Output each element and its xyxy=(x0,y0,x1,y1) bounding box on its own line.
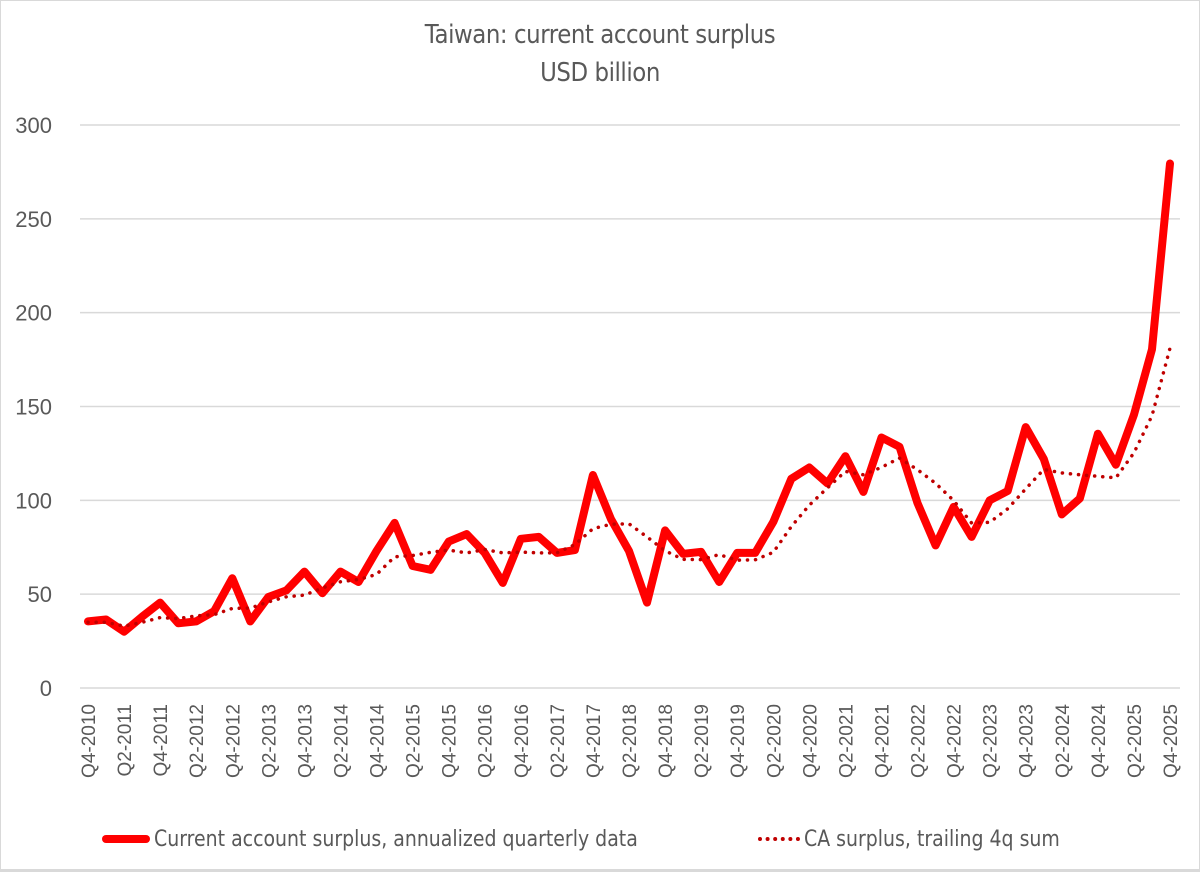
y-tick-label: 50 xyxy=(28,582,52,607)
x-tick-label: Q2-2011 xyxy=(115,704,136,777)
x-tick-label: Q2-2012 xyxy=(187,704,208,778)
solid-line-swatch-icon xyxy=(102,835,150,843)
legend-item-annualized: Current account surplus, annualized quar… xyxy=(102,822,717,856)
x-tick-label: Q2-2014 xyxy=(331,704,352,778)
x-tick-label: Q2-2024 xyxy=(1053,704,1074,778)
chart-title: Taiwan: current account surplus xyxy=(424,20,776,50)
y-tick-label: 250 xyxy=(15,207,52,232)
x-tick-label: Q4-2020 xyxy=(800,704,821,778)
x-tick-label: Q2-2022 xyxy=(909,704,930,778)
x-tick-label: Q4-2015 xyxy=(440,704,461,778)
y-tick-label: 300 xyxy=(15,113,52,138)
x-tick-label: Q2-2013 xyxy=(259,704,280,778)
x-tick-label: Q4-2025 xyxy=(1161,704,1182,778)
legend: Current account surplus, annualized quar… xyxy=(0,822,1200,856)
x-tick-label: Q4-2011 xyxy=(151,704,172,777)
series-annualized-line xyxy=(84,159,1174,636)
x-tick-label: Q2-2021 xyxy=(836,704,857,778)
x-tick-label: Q4-2018 xyxy=(656,704,677,778)
y-tick-label: 100 xyxy=(15,488,52,513)
x-axis: Q4-2010 Q2-2011 Q4-2011 Q2-2012 Q4-2012 Q2-20… xyxy=(79,704,1182,778)
legend-label-annualized: Current account surplus, annualized quar… xyxy=(154,826,638,852)
x-tick-label: Q4-2016 xyxy=(512,704,533,778)
x-tick-label: Q4-2013 xyxy=(295,704,316,778)
x-tick-label: Q4-2012 xyxy=(223,704,244,778)
x-tick-label: Q2-2020 xyxy=(764,704,785,778)
y-tick-label: 200 xyxy=(15,301,52,326)
x-tick-label: Q2-2015 xyxy=(404,704,425,778)
x-tick-label: Q2-2017 xyxy=(548,704,569,778)
x-tick-label: Q2-2018 xyxy=(620,704,641,778)
x-tick-label: Q4-2017 xyxy=(584,704,605,778)
x-tick-label: Q4-2022 xyxy=(945,704,966,778)
x-tick-label: Q2-2025 xyxy=(1125,704,1146,778)
chart-subtitle: USD billion xyxy=(540,58,660,88)
series-lines xyxy=(84,159,1174,636)
x-tick-label: Q2-2019 xyxy=(692,704,713,778)
legend-item-trailing: CA surplus, trailing 4q sum xyxy=(758,822,1102,856)
series-trailing-line xyxy=(86,346,1172,628)
y-axis: 0 50 100 150 200 250 300 xyxy=(15,113,52,701)
dotted-line-swatch-icon xyxy=(758,837,800,841)
y-tick-label: 0 xyxy=(40,676,52,701)
x-tick-label: Q4-2014 xyxy=(368,704,389,778)
x-tick-label: Q2-2023 xyxy=(981,704,1002,778)
legend-label-trailing: CA surplus, trailing 4q sum xyxy=(804,826,1060,852)
x-tick-label: Q4-2021 xyxy=(872,704,893,778)
x-tick-label: Q4-2023 xyxy=(1017,704,1038,778)
x-tick-label: Q4-2019 xyxy=(728,704,749,778)
x-tick-label: Q2-2016 xyxy=(476,704,497,778)
y-tick-label: 150 xyxy=(15,395,52,420)
x-tick-label: Q4-2024 xyxy=(1089,704,1110,778)
x-tick-label: Q4-2010 xyxy=(79,704,100,778)
